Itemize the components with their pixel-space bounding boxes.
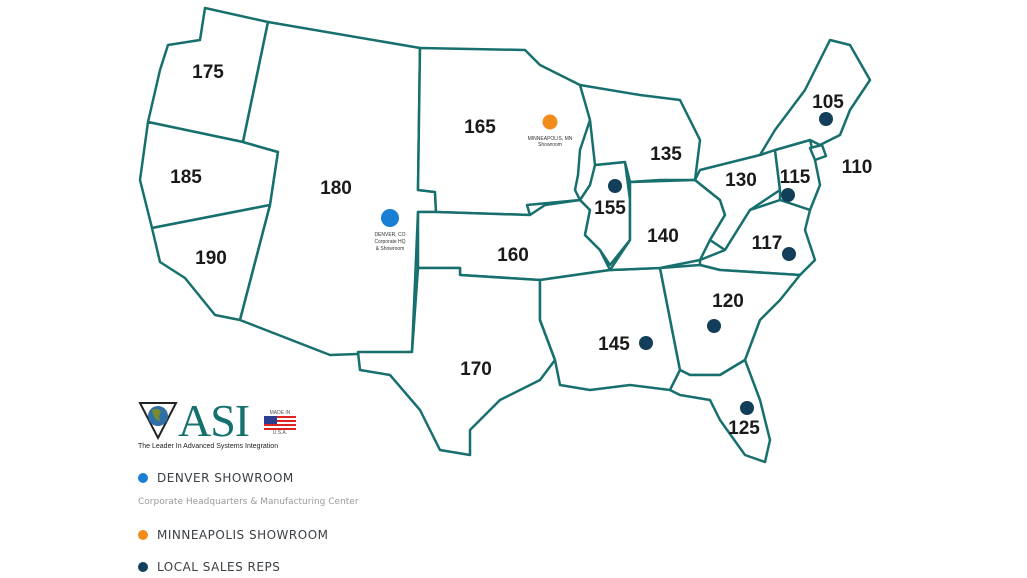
region-code-florida: 125 [728,418,760,439]
region-code-mid-atlantic-west: 130 [725,170,757,191]
region-code-southern-california: 190 [195,248,227,269]
region-code-northwest: 175 [192,62,224,83]
navy-dot-icon [138,562,148,572]
region-southeast[interactable] [658,263,802,377]
region-code-central-plains: 160 [497,245,529,266]
region-florida[interactable] [668,358,772,464]
globe-triangle-icon [138,402,178,441]
sales-rep-marker[interactable] [782,247,796,261]
region-northern-plains[interactable] [416,46,592,217]
legend-denver: DENVER SHOWROOM [138,470,294,486]
legend-minneapolis-label: MINNEAPOLIS SHOWROOM [157,528,329,542]
region-code-great-lakes: 135 [650,144,682,165]
denver-label-2: Corporate HQ [374,239,405,245]
legend-reps: LOCAL SALES REPS [138,559,280,575]
region-code-mid-atlantic-east: 115 [780,167,811,188]
region-code-virginia-carolina: 117 [752,233,783,254]
made-in-usa-badge: MADE IN U.S.A. [264,410,296,436]
legend-minneapolis: MINNEAPOLIS SHOWROOM [138,527,329,543]
minneapolis-dot [542,114,558,130]
blue-dot-icon [138,473,148,483]
legend-reps-label: LOCAL SALES REPS [157,560,281,574]
asi-logo: ASI The Leader In Advanced Systems Integ… [138,395,313,455]
minneapolis-marker[interactable]: MINNEAPOLIS, MN Showroom [528,114,573,149]
sales-rep-marker[interactable] [707,319,721,333]
minneapolis-label-1: MINNEAPOLIS, MN [528,136,573,142]
region-south-central[interactable] [356,266,557,457]
legend-denver-label: DENVER SHOWROOM [157,471,294,485]
region-code-south-central: 170 [460,359,492,380]
sales-rep-marker[interactable] [781,188,795,202]
region-code-mountain: 180 [320,178,352,199]
region-code-southeast: 120 [712,291,744,312]
orange-dot-icon [138,530,148,540]
denver-marker[interactable]: DENVER, CO Corporate HQ & Showroom [374,209,406,252]
region-code-illinois: 155 [594,198,626,219]
logo-tagline: The Leader In Advanced Systems Integrati… [138,443,279,450]
legend-denver-subtitle: Corporate Headquarters & Manufacturing C… [138,497,359,507]
region-code-new-york-metro: 110 [842,157,873,178]
region-code-deep-south: 145 [598,334,630,355]
minneapolis-label-2: Showroom [538,142,562,148]
region-code-northern-california: 185 [170,167,202,188]
region-new-england[interactable] [758,38,872,157]
denver-dot [381,209,399,227]
sales-rep-marker[interactable] [740,401,754,415]
region-code-ohio-valley: 140 [647,226,679,247]
usa-text: U.S.A. [272,430,288,436]
logo-text: ASI [178,395,250,446]
region-deep-south[interactable] [538,266,682,392]
denver-label-3: & Showroom [376,246,405,252]
sales-rep-marker[interactable] [819,112,833,126]
sales-rep-marker[interactable] [608,179,622,193]
denver-label-1: DENVER, CO [374,232,405,238]
region-code-northern-plains: 165 [464,117,496,138]
us-flag-icon [264,416,296,430]
sales-rep-marker[interactable] [639,336,653,350]
region-code-new-england: 105 [812,92,844,113]
region-new-york-metro[interactable] [808,143,828,162]
made-in-text: MADE IN [269,410,291,416]
